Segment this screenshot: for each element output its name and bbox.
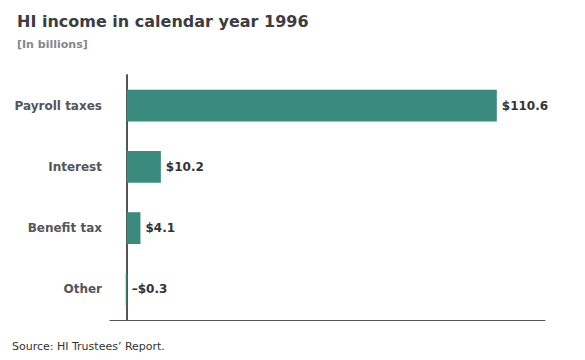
svg-text:–$0.3: –$0.3	[132, 282, 168, 296]
svg-text:Payroll taxes: Payroll taxes	[15, 99, 102, 113]
svg-text:Other: Other	[63, 282, 102, 296]
svg-text:Source: HI Trustees’ Report.: Source: HI Trustees’ Report.	[12, 340, 165, 353]
svg-text:Benefit tax: Benefit tax	[28, 221, 103, 235]
svg-text:[In billions]: [In billions]	[17, 38, 88, 51]
svg-text:$10.2: $10.2	[166, 160, 204, 174]
svg-text:$110.6: $110.6	[502, 99, 548, 113]
svg-text:HI income in calendar year 199: HI income in calendar year 1996	[17, 12, 309, 31]
svg-text:$4.1: $4.1	[145, 221, 175, 235]
svg-text:Interest: Interest	[48, 160, 102, 174]
